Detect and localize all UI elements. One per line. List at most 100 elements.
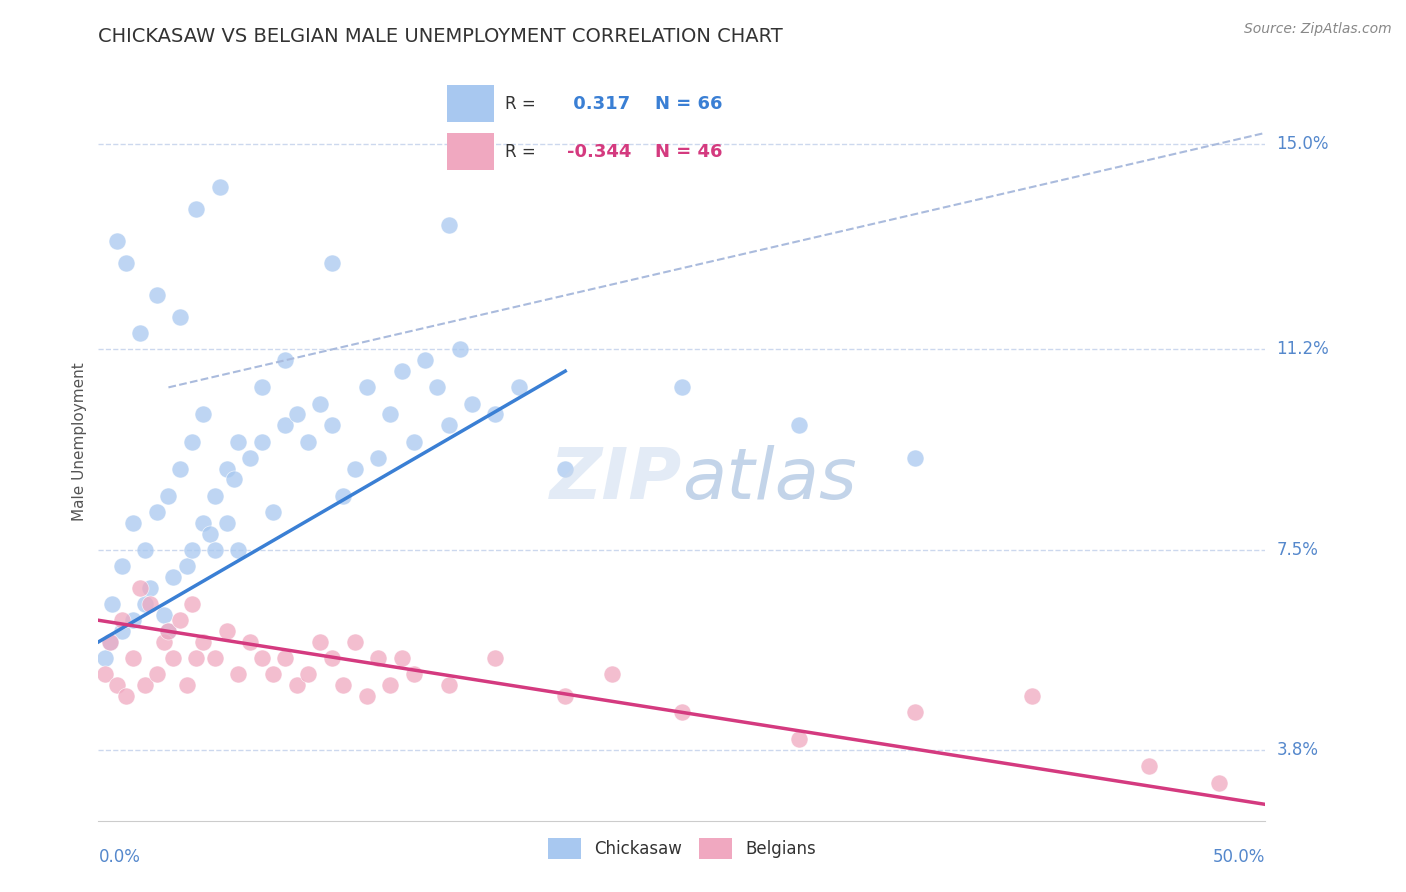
Point [228,434,250,449]
Point [122,516,145,530]
Text: N = 46: N = 46 [655,143,723,161]
Text: CHICKASAW VS BELGIAN MALE UNEMPLOYMENT CORRELATION CHART: CHICKASAW VS BELGIAN MALE UNEMPLOYMENT C… [98,27,783,45]
Point [169,310,191,324]
Point [332,678,354,692]
Point [129,326,152,341]
Point [274,651,297,665]
Text: 3.8%: 3.8% [1277,741,1319,759]
Point [554,689,576,703]
Point [134,597,156,611]
Point [176,559,198,574]
Point [105,678,128,692]
Point [484,651,506,665]
Point [1021,689,1043,703]
Point [250,651,273,665]
Text: 50.0%: 50.0% [1213,848,1265,866]
Text: 7.5%: 7.5% [1277,541,1319,559]
Point [122,651,145,665]
Point [193,635,215,649]
Point [139,597,162,611]
Point [215,624,238,639]
Point [176,678,198,692]
Point [228,667,250,681]
Text: N = 66: N = 66 [655,95,723,112]
Point [204,542,226,557]
FancyBboxPatch shape [447,85,495,122]
Point [285,408,308,422]
Point [380,408,402,422]
Point [115,256,138,270]
Point [321,418,343,433]
Point [904,450,927,465]
Point [204,489,226,503]
Point [262,505,284,519]
Point [297,667,319,681]
Point [94,667,117,681]
Point [193,516,215,530]
Point [904,706,927,720]
Point [321,651,343,665]
Point [94,651,117,665]
Point [239,635,262,649]
Point [402,667,425,681]
Point [134,678,156,692]
Point [122,613,145,627]
Text: ZIP: ZIP [550,445,682,514]
Point [180,434,202,449]
Point [115,689,138,703]
Point [250,434,273,449]
Text: R =: R = [505,95,536,112]
FancyBboxPatch shape [447,133,495,170]
Point [162,651,184,665]
Point [356,689,378,703]
Point [391,651,413,665]
Y-axis label: Male Unemployment: Male Unemployment [72,362,87,521]
Text: 0.317: 0.317 [568,95,630,112]
Point [1137,759,1160,773]
Point [274,353,297,368]
Point [402,434,425,449]
Text: atlas: atlas [682,445,856,514]
Point [98,635,121,649]
Point [461,396,484,410]
Point [208,180,231,194]
Text: R =: R = [505,143,536,161]
Point [162,570,184,584]
Point [426,380,449,394]
Point [367,450,389,465]
Point [239,450,262,465]
Point [391,364,413,378]
Point [111,559,134,574]
Point [344,461,367,475]
Point [787,418,810,433]
Point [111,613,134,627]
Point [262,667,284,681]
Point [380,678,402,692]
Point [105,234,128,248]
Point [146,505,169,519]
Point [671,380,693,394]
Text: Source: ZipAtlas.com: Source: ZipAtlas.com [1244,22,1392,37]
Point [309,635,332,649]
Point [193,408,215,422]
Point [356,380,378,394]
Point [129,581,152,595]
Point [332,489,354,503]
Point [157,489,180,503]
Text: -0.344: -0.344 [568,143,631,161]
Point [101,597,124,611]
Point [671,706,693,720]
Point [111,624,134,639]
Point [484,408,506,422]
Point [228,542,250,557]
Point [600,667,623,681]
Text: 15.0%: 15.0% [1277,135,1329,153]
Point [787,732,810,747]
Point [215,461,238,475]
Point [508,380,530,394]
Point [157,624,180,639]
Point [146,288,169,302]
Point [98,635,121,649]
Point [297,434,319,449]
Point [344,635,367,649]
